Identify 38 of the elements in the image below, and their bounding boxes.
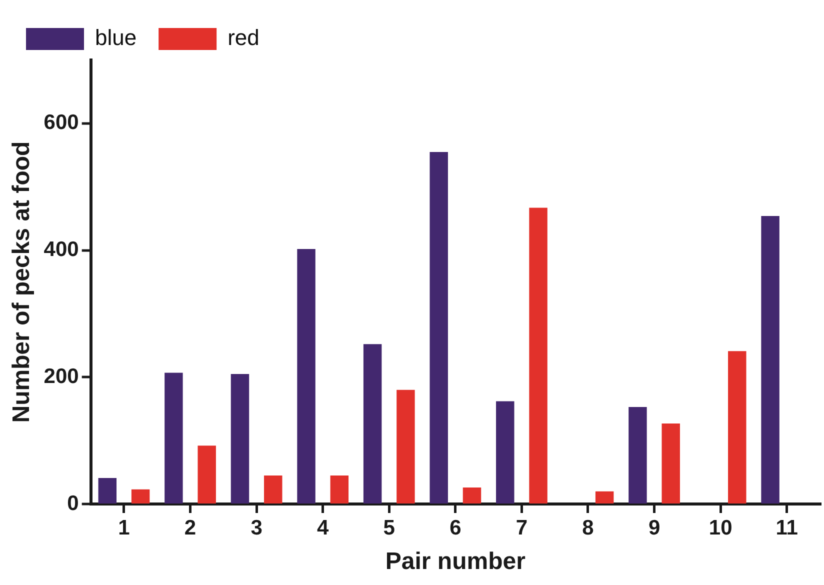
x-tick-label: 4 [317,516,329,540]
x-axis-title: Pair number [385,548,526,576]
x-tick-label: 10 [708,516,732,540]
bar [529,208,548,504]
y-tick-label: 400 [44,238,79,262]
bar [363,344,382,504]
x-tick-label: 9 [648,516,660,540]
y-tick-label: 200 [44,364,79,388]
bar [264,475,282,504]
x-tick-label: 5 [383,516,396,540]
bar [496,401,514,504]
y-tick-label: 0 [67,492,79,515]
y-tick-label: 600 [44,111,79,134]
legend-label: blue [95,25,137,50]
x-tick-label: 6 [450,516,462,540]
y-axis-title: Number of pecks at food [8,141,36,423]
bar [728,351,746,504]
bar [662,423,680,504]
bar [198,446,216,504]
bar [761,216,780,504]
legend-label: red [228,25,260,50]
bar [628,406,647,504]
x-tick-label: 7 [516,516,528,540]
bar [430,152,448,504]
bar [595,491,614,504]
bar [396,390,415,504]
x-tick-label: 8 [582,516,594,540]
bar [297,249,316,504]
x-tick-label: 2 [184,516,196,540]
bar [230,374,250,504]
x-tick-label: 3 [250,516,262,540]
x-tick-label: 11 [776,516,798,540]
bar [330,475,349,504]
bar [98,478,117,504]
bar [462,488,482,504]
bar [164,372,183,504]
x-tick-label: 1 [118,516,130,540]
bar [131,489,150,504]
